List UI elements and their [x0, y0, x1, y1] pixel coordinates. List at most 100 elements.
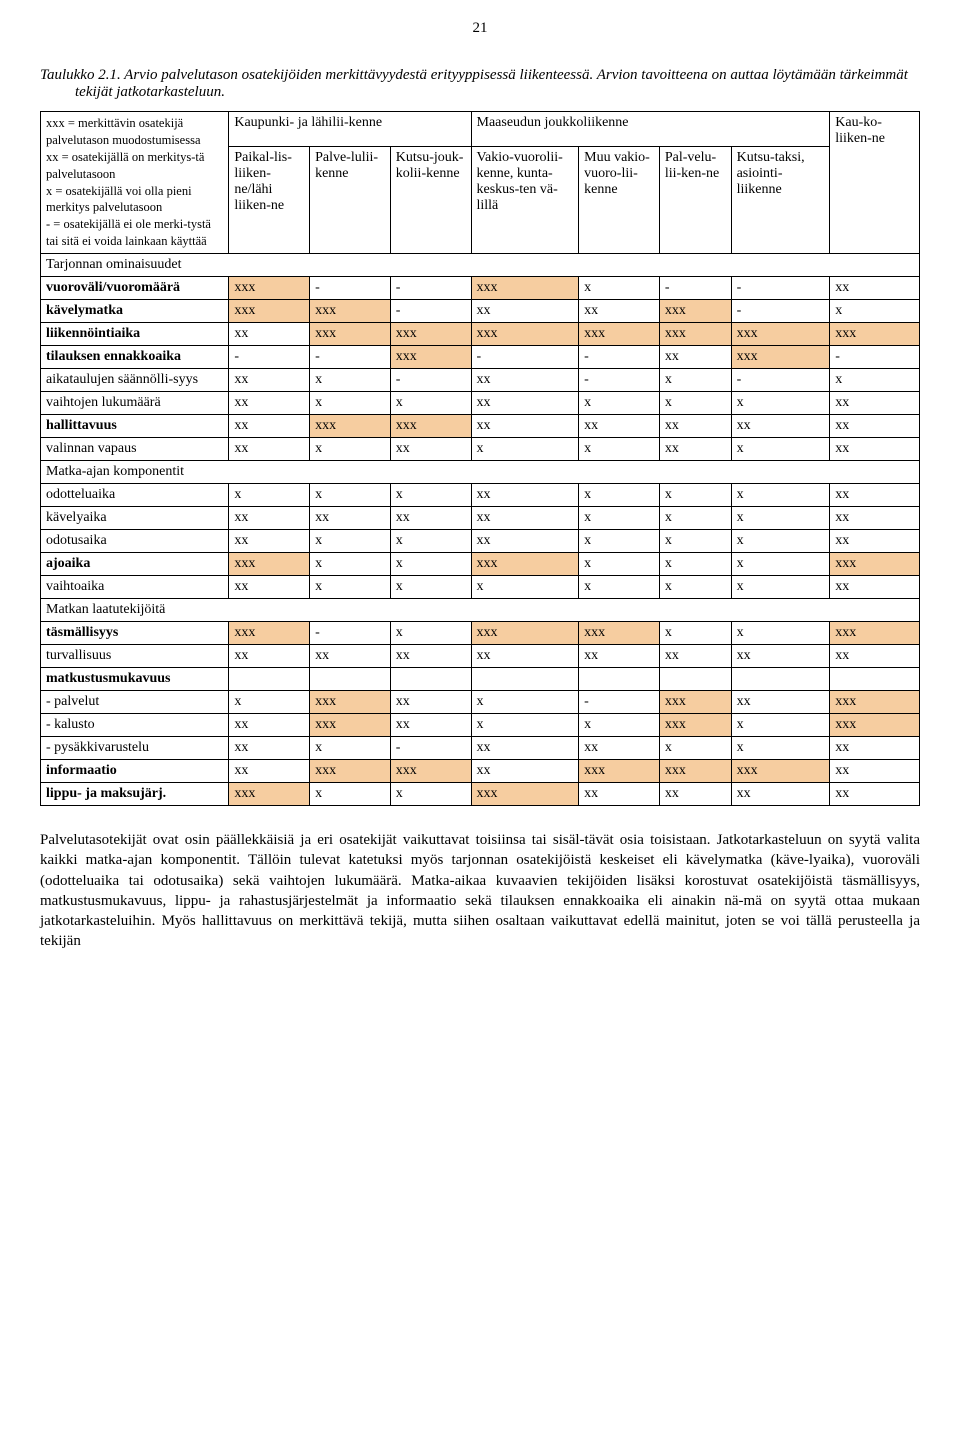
table-cell: x [390, 576, 471, 599]
table-cell: x [471, 714, 579, 737]
table-cell: - [229, 346, 310, 369]
table-cell: - [579, 346, 660, 369]
table-cell: xx [390, 714, 471, 737]
table-cell: x [731, 553, 830, 576]
row-label: aikataulujen säännölli-syys [41, 369, 229, 392]
table-cell: xx [830, 530, 920, 553]
table-cell: xx [471, 369, 579, 392]
table-cell: x [830, 300, 920, 323]
table-cell: xxx [659, 714, 731, 737]
table-cell: - [731, 300, 830, 323]
table-cell: xxx [229, 553, 310, 576]
table-cell: xx [471, 415, 579, 438]
table-cell: xx [229, 530, 310, 553]
table-cell: xxx [731, 346, 830, 369]
table-cell: x [390, 392, 471, 415]
table-cell: xxx [471, 553, 579, 576]
table-cell [579, 668, 660, 691]
table-cell: xx [830, 392, 920, 415]
table-cell: x [659, 369, 731, 392]
table-cell: xx [229, 438, 310, 461]
row-label: informaatio [41, 760, 229, 783]
table-cell: xx [310, 645, 391, 668]
table-cell: xx [229, 760, 310, 783]
col-header-c6: Pal-velu-lii-ken-ne [659, 146, 731, 253]
row-label: hallittavuus [41, 415, 229, 438]
table-cell: x [659, 484, 731, 507]
table-cell: - [390, 300, 471, 323]
table-cell: xxx [390, 346, 471, 369]
table-cell: x [659, 622, 731, 645]
table-cell: x [830, 369, 920, 392]
row-label: - palvelut [41, 691, 229, 714]
table-cell: - [390, 737, 471, 760]
table-cell: x [659, 530, 731, 553]
row-label: tilauksen ennakkoaika [41, 346, 229, 369]
row-label: vaihtoaika [41, 576, 229, 599]
row-label: liikennöintiaika [41, 323, 229, 346]
row-label: turvallisuus [41, 645, 229, 668]
row-label: - kalusto [41, 714, 229, 737]
body-paragraph: Palvelutasotekijät ovat osin päällekkäis… [40, 830, 920, 952]
table-cell: xx [229, 507, 310, 530]
table-cell: xx [310, 507, 391, 530]
table-cell: xxx [579, 760, 660, 783]
table-cell: x [579, 507, 660, 530]
table-cell: xx [471, 484, 579, 507]
table-cell: xx [229, 714, 310, 737]
table-cell: xx [830, 737, 920, 760]
row-label: kävelyaika [41, 507, 229, 530]
table-cell: x [471, 691, 579, 714]
table-cell: xx [830, 783, 920, 806]
table-cell: x [310, 783, 391, 806]
table-cell: x [659, 576, 731, 599]
table-cell: x [579, 714, 660, 737]
table-cell: xxx [310, 714, 391, 737]
table-cell: xxx [830, 622, 920, 645]
table-cell: x [579, 484, 660, 507]
table-cell: x [731, 714, 830, 737]
table-cell: xx [830, 507, 920, 530]
table-cell: xx [579, 300, 660, 323]
table-cell: x [310, 553, 391, 576]
table-cell: xx [229, 645, 310, 668]
table-cell: xx [830, 438, 920, 461]
row-label: vaihtojen lukumäärä [41, 392, 229, 415]
table-cell: xxx [579, 323, 660, 346]
main-table: xxx = merkittävin osatekijä palvelutason… [40, 111, 920, 806]
table-cell: xxx [229, 277, 310, 300]
table-cell [229, 668, 310, 691]
table-cell: xxx [830, 691, 920, 714]
table-cell: xxx [659, 300, 731, 323]
table-cell: x [659, 392, 731, 415]
table-cell: xxx [659, 323, 731, 346]
table-cell: x [579, 392, 660, 415]
table-cell: xx [229, 392, 310, 415]
group-header-city: Kaupunki- ja lähilii-kenne [229, 112, 471, 147]
table-cell: xxx [471, 277, 579, 300]
table-cell: x [471, 576, 579, 599]
table-cell: xxx [830, 553, 920, 576]
table-cell: x [659, 507, 731, 530]
table-cell: xx [830, 277, 920, 300]
row-label: matkustusmukavuus [41, 668, 229, 691]
table-cell: xx [390, 691, 471, 714]
row-label: - pysäkkivarustelu [41, 737, 229, 760]
table-cell: xx [731, 783, 830, 806]
table-cell [830, 668, 920, 691]
col-header-c3: Kutsu-jouk-kolii-kenne [390, 146, 471, 253]
table-cell: x [310, 484, 391, 507]
table-cell: x [731, 530, 830, 553]
table-cell: xx [390, 645, 471, 668]
table-cell: xxx [229, 783, 310, 806]
table-cell: xxx [390, 760, 471, 783]
table-cell: - [471, 346, 579, 369]
legend-cell: xxx = merkittävin osatekijä palvelutason… [41, 112, 229, 254]
table-cell [731, 668, 830, 691]
row-label: vuoroväli/vuoromäärä [41, 277, 229, 300]
row-label: odotteluaika [41, 484, 229, 507]
table-cell: x [731, 484, 830, 507]
row-label: lippu- ja maksujärj. [41, 783, 229, 806]
table-cell: xx [471, 507, 579, 530]
table-cell: x [310, 737, 391, 760]
